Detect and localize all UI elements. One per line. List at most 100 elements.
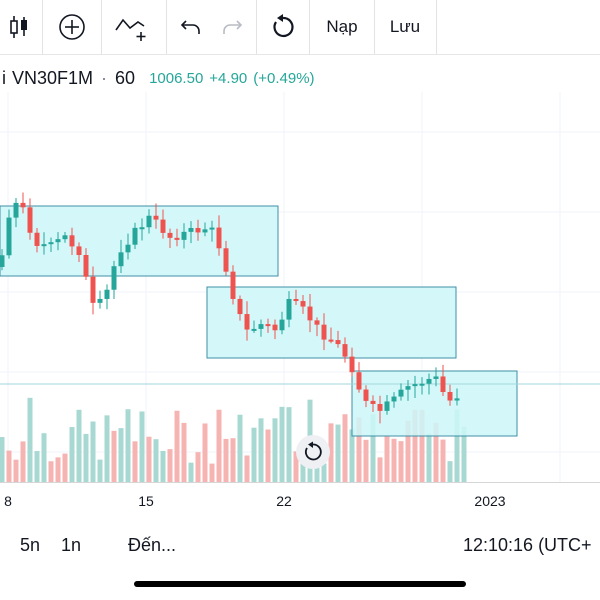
- volume-bar: [20, 441, 26, 482]
- home-indicator: [134, 581, 466, 587]
- candle-body: [293, 299, 299, 302]
- volume-bar: [454, 409, 460, 482]
- candle-body: [132, 227, 138, 245]
- candle-body: [426, 378, 432, 384]
- volume-bar: [160, 450, 166, 482]
- volume-bar: [174, 410, 180, 482]
- volume-bar: [146, 436, 152, 482]
- volume-bar: [412, 409, 418, 482]
- candle-body: [167, 232, 173, 238]
- time-axis[interactable]: 8 15 22 2023: [0, 482, 600, 519]
- candle-body: [90, 276, 96, 303]
- reset-chart-button[interactable]: [296, 435, 330, 469]
- volume-bar: [125, 409, 131, 482]
- legend-separator: ·: [101, 67, 108, 88]
- volume-bar: [405, 420, 411, 482]
- candle-body: [209, 227, 215, 230]
- candle-body: [405, 386, 411, 390]
- candle-body: [118, 252, 124, 267]
- volume-bar: [244, 455, 250, 482]
- redo-button[interactable]: [212, 0, 252, 54]
- add-indicator-icon: [59, 14, 85, 40]
- undo-button[interactable]: [170, 0, 212, 54]
- volume-bar: [356, 417, 362, 482]
- candle-body: [83, 255, 89, 277]
- volume-bar: [83, 433, 89, 482]
- range-5d-button[interactable]: 5n: [20, 534, 41, 555]
- price-chart[interactable]: [0, 92, 600, 482]
- candle-body: [279, 319, 285, 331]
- volume-bar: [419, 409, 425, 482]
- volume-bar: [153, 439, 159, 482]
- compare-icon: [115, 18, 146, 41]
- candle-body: [146, 215, 152, 228]
- volume-bar: [349, 429, 355, 482]
- candle-body: [62, 235, 68, 240]
- load-layout-button[interactable]: Nạp: [326, 17, 358, 36]
- candle-body: [6, 217, 12, 256]
- symbol-name[interactable]: VN30F1M: [12, 67, 94, 88]
- time-tick: 2023: [474, 493, 506, 509]
- save-layout-button[interactable]: Lưu: [389, 17, 421, 36]
- time-tick: 8: [4, 493, 12, 509]
- candle-body: [412, 384, 418, 387]
- volume-bar: [34, 451, 40, 482]
- candle-body: [307, 306, 313, 321]
- volume-bar: [433, 422, 439, 482]
- add-indicator-button[interactable]: [46, 0, 98, 54]
- volume-bar: [300, 456, 306, 482]
- range-1d-button[interactable]: 1n: [61, 534, 82, 555]
- volume-bar: [181, 422, 187, 482]
- candle-body: [335, 340, 341, 345]
- candle-body: [251, 328, 257, 331]
- candle-body: [356, 372, 362, 390]
- volume-bar: [195, 452, 201, 482]
- volume-bar: [447, 461, 453, 482]
- volume-bar: [321, 463, 327, 482]
- time-tick: 22: [276, 493, 292, 509]
- volume-bar: [328, 423, 334, 482]
- volume-bar: [55, 457, 61, 482]
- candle-body: [244, 314, 250, 330]
- volume-bar: [370, 414, 376, 482]
- candle-body: [286, 299, 292, 320]
- candles-button[interactable]: [0, 0, 38, 54]
- candle-body: [41, 244, 47, 247]
- volume-bar: [41, 433, 47, 482]
- candle-body: [216, 227, 222, 249]
- volume-bar: [167, 449, 173, 482]
- candle-body: [300, 301, 306, 307]
- candle-body: [55, 239, 61, 243]
- volume-bar: [6, 450, 12, 482]
- volume-bar: [335, 424, 341, 482]
- volume-bar: [391, 438, 397, 482]
- top-toolbar: Nạp Lưu: [0, 0, 600, 55]
- candle-body: [454, 398, 460, 401]
- reload-button[interactable]: [260, 0, 306, 54]
- volume-bar: [216, 409, 222, 482]
- candle-body: [195, 227, 201, 233]
- clock-timezone[interactable]: 12:10:16 (UTC+: [463, 534, 592, 555]
- chart-pane[interactable]: [0, 92, 600, 482]
- bottom-toolbar: 5n 1n Đến... 12:10:16 (UTC+: [0, 518, 600, 572]
- candle-body: [370, 400, 376, 404]
- volume-bar: [139, 411, 145, 482]
- volume-bar: [258, 418, 264, 482]
- candle-body: [349, 356, 355, 373]
- candle-body: [160, 219, 166, 233]
- volume-bar: [132, 441, 138, 482]
- candle-body: [181, 231, 187, 240]
- candle-body: [342, 344, 348, 357]
- volume-bar: [440, 439, 446, 482]
- volume-bar: [461, 426, 467, 482]
- goto-date-button[interactable]: Đến...: [128, 534, 177, 555]
- candle-body: [258, 324, 264, 329]
- volume-bar: [104, 415, 110, 482]
- candle-body: [111, 266, 117, 290]
- interval-label[interactable]: 60: [115, 67, 136, 88]
- candle-body: [174, 237, 180, 240]
- volume-bar: [286, 407, 292, 482]
- volume-bar: [426, 433, 432, 482]
- candle-body: [272, 324, 278, 331]
- compare-button[interactable]: [104, 0, 160, 54]
